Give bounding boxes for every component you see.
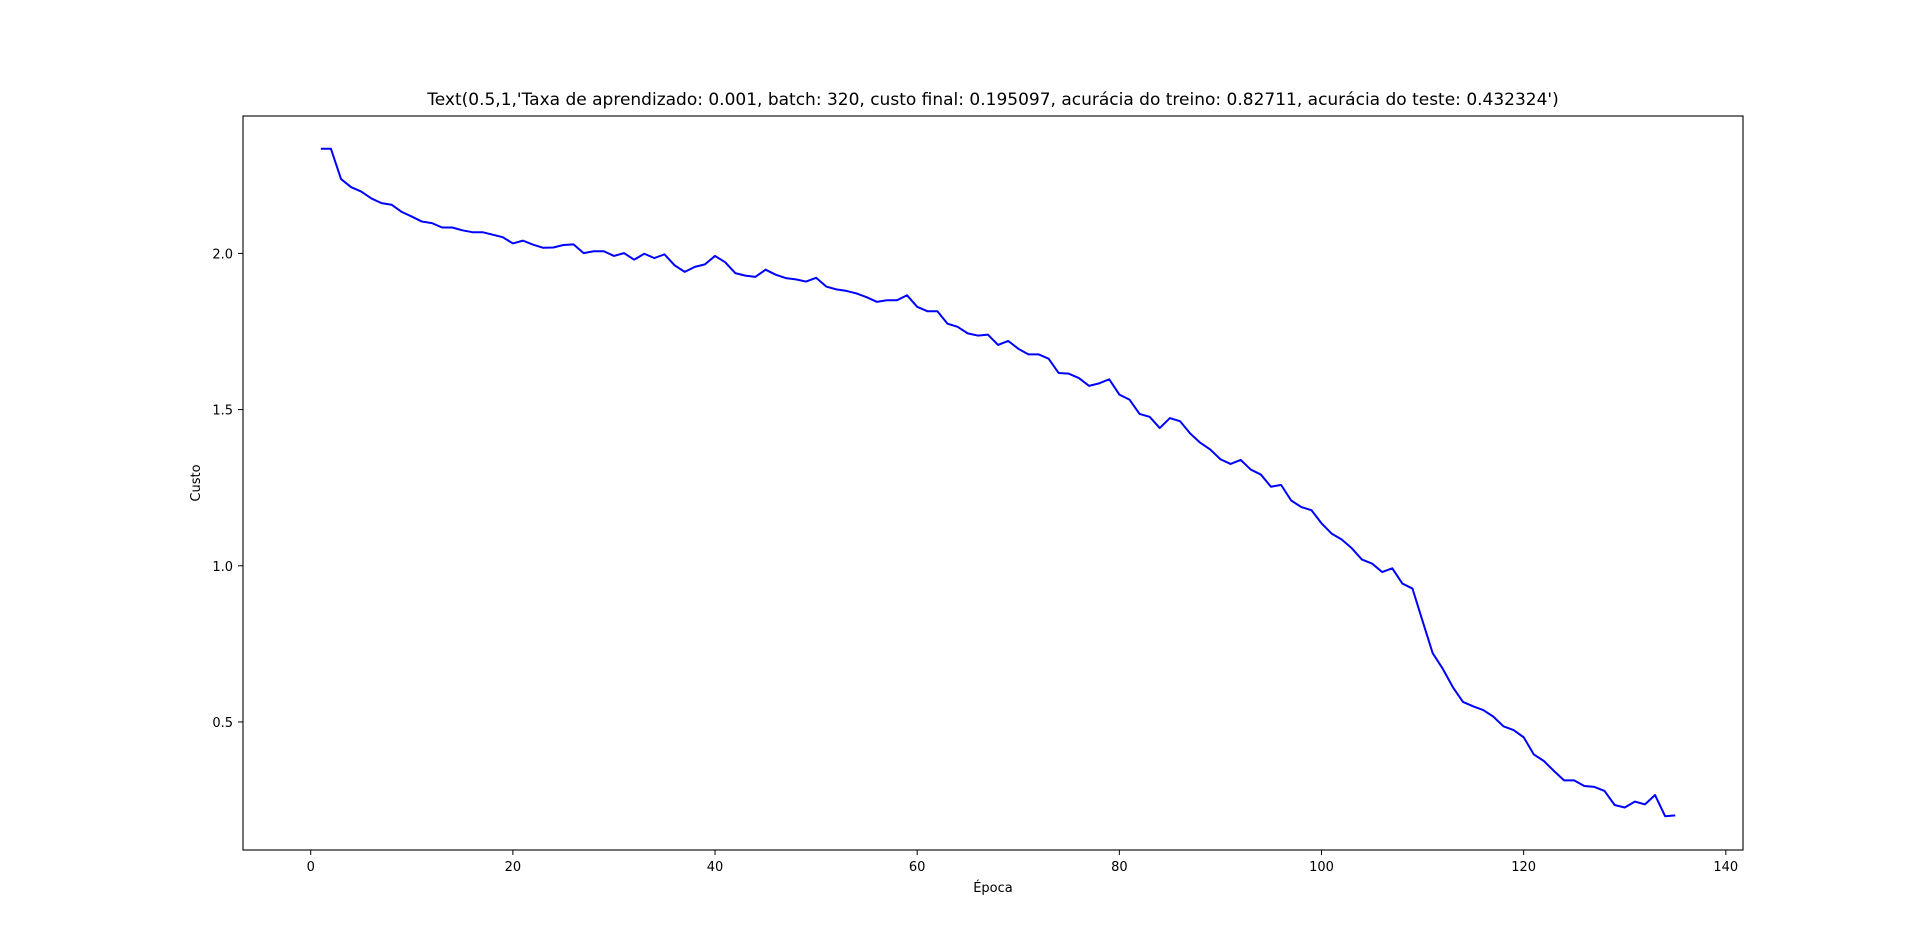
x-tick-label: 80 [1111, 860, 1128, 875]
x-tick-label: 140 [1713, 860, 1738, 875]
y-tick-label: 1.5 [212, 404, 233, 419]
chart-title: Text(0.5,1,'Taxa de aprendizado: 0.001, … [426, 90, 1559, 110]
series-line-0 [320, 147, 1676, 818]
axes-frame [242, 115, 1744, 851]
x-tick-label: 60 [909, 860, 926, 875]
plot-area [320, 147, 1676, 818]
y-tick-label: 2.0 [212, 247, 233, 262]
x-tick-label: 40 [707, 860, 724, 875]
y-tick-label: 0.5 [212, 716, 233, 731]
y-axis: 0.5 1.0 1.5 2.0 [212, 247, 243, 731]
x-tick-label: 120 [1511, 860, 1536, 875]
y-tick-label: 1.0 [212, 560, 233, 575]
x-axis-label: Época [973, 880, 1013, 896]
x-tick-label: 100 [1309, 860, 1334, 875]
y-axis-label: Custo [189, 464, 204, 501]
x-axis: 0 20 40 60 80 100 120 140 [307, 850, 1738, 875]
x-tick-label: 20 [505, 860, 522, 875]
x-tick-label: 0 [307, 860, 315, 875]
